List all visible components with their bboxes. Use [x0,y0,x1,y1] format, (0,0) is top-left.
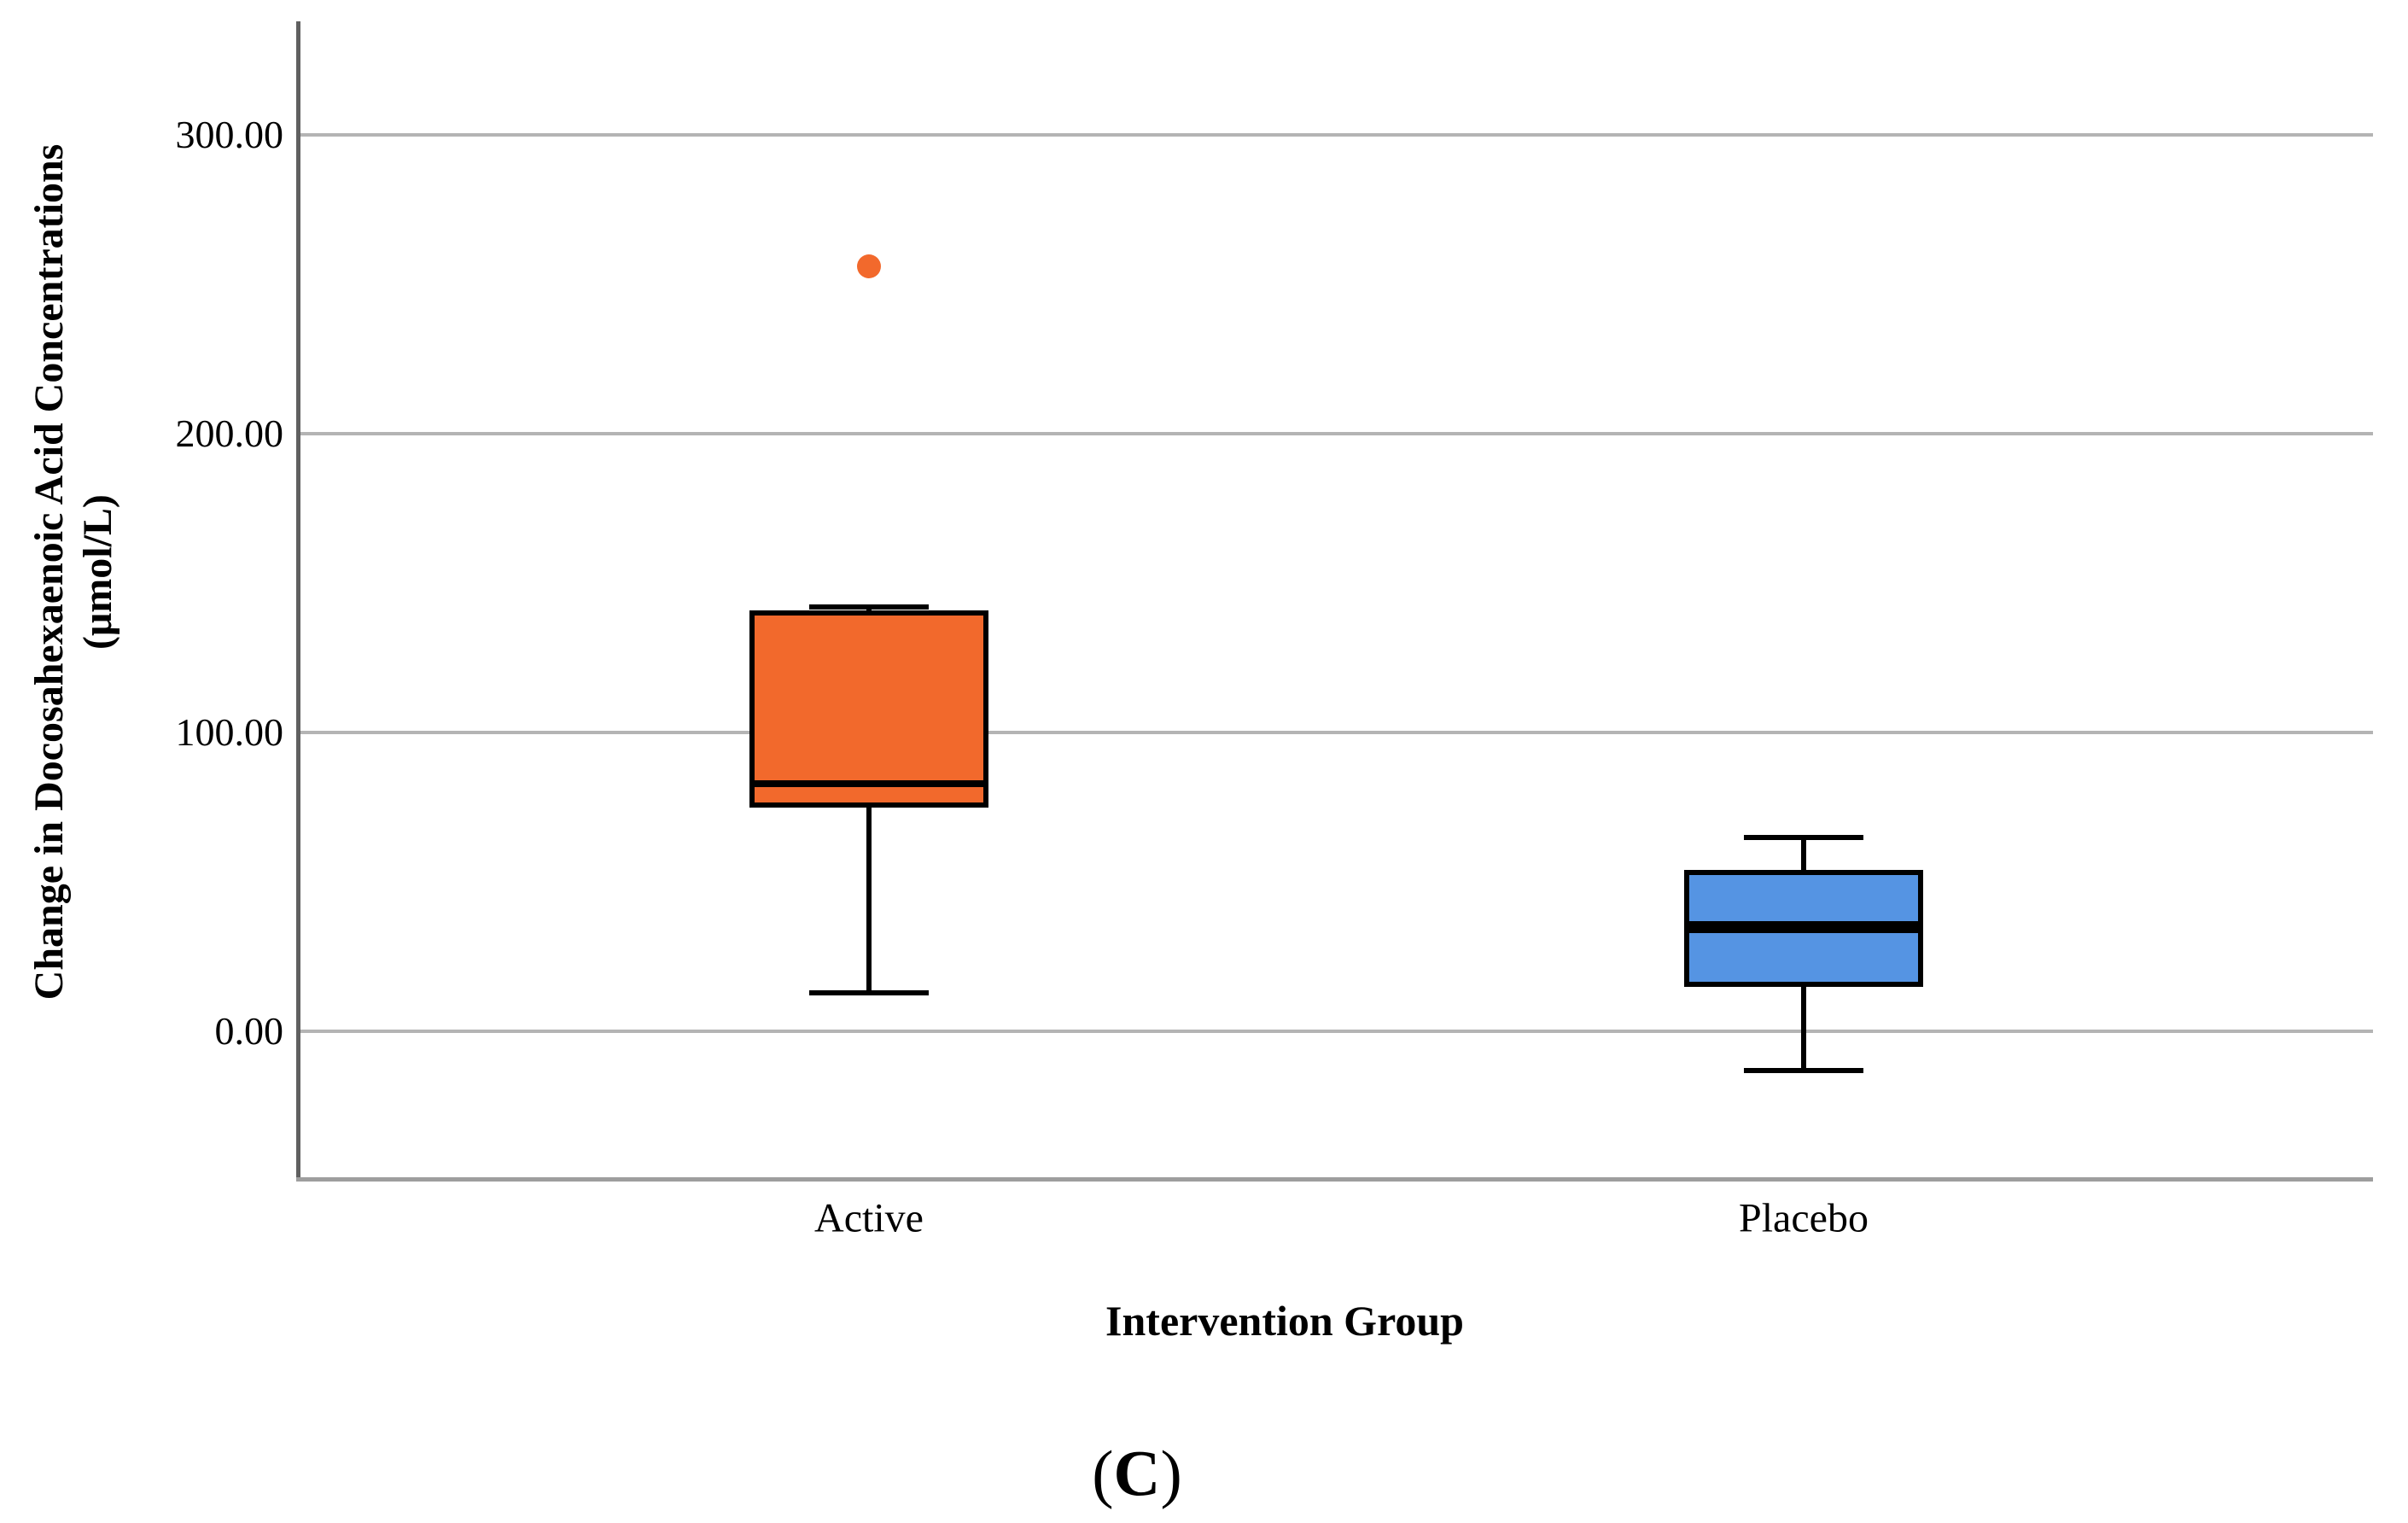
ytick-label-0: 0.00 [214,1009,284,1053]
upper-whisker-cap-placebo [1744,834,1863,840]
ytick-label-100: 100.00 [175,710,284,754]
upper-whisker-placebo [1801,837,1806,870]
caption-open-paren: ( [1092,1438,1114,1510]
x-axis-title: Intervention Group [1105,1297,1464,1345]
upper-whisker-cap-active [809,604,929,610]
ytick-label-300: 300.00 [175,113,284,156]
gridline-200 [299,432,2373,435]
lower-whisker-cap-placebo [1744,1067,1863,1073]
caption-close-paren: ) [1160,1438,1182,1510]
gridline-100 [299,731,2373,734]
category-label-active: Active [814,1195,924,1241]
box-active [749,610,988,808]
lower-whisker-cap-active [809,989,929,995]
lower-whisker-placebo [1801,986,1806,1071]
y-axis-line [296,21,300,1180]
median-active [749,779,988,787]
outlier-active-0 [857,254,881,278]
lower-whisker-active [866,807,872,993]
median-placebo [1684,920,1923,933]
gridline-0 [299,1030,2373,1033]
ytick-label-200: 200.00 [175,411,284,455]
category-label-placebo: Placebo [1739,1195,1869,1241]
caption-letter: C [1113,1438,1161,1510]
y-axis-title: Change in Docosahexaenoic Acid Concentra… [25,0,127,1255]
figure-caption: (C) [1092,1438,1182,1512]
y-axis-title-line2: (μmol/L) [75,494,120,650]
y-axis-title-line1: Change in Docosahexaenoic Acid Concentra… [26,143,72,1001]
gridline-300 [299,133,2373,137]
x-axis-line [296,1177,2373,1182]
